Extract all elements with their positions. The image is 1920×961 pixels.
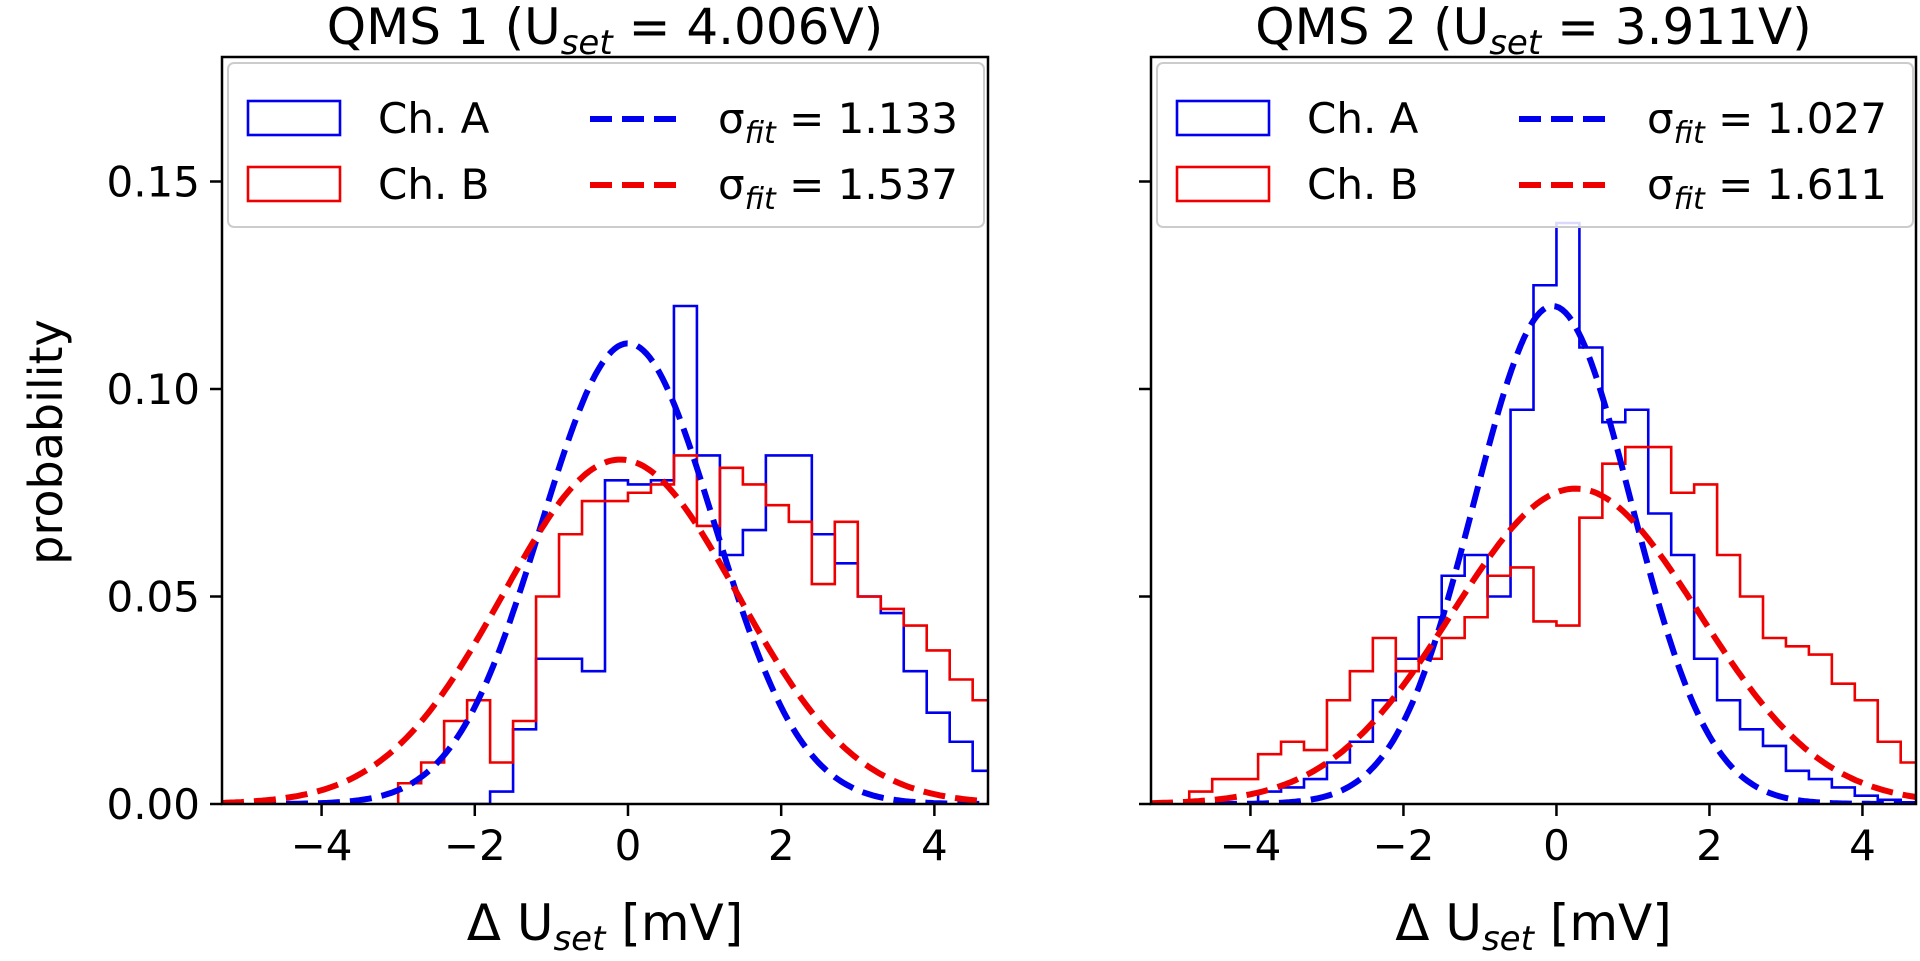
legend-fit-label-ch-a: σfit = 1.027 [1647, 94, 1887, 151]
plot-area [1151, 221, 1916, 804]
histogram-ch-b [1187, 445, 1916, 804]
x-tick-label: −4 [291, 821, 353, 870]
chart-title: QMS 1 (Uset = 4.006V) [327, 0, 883, 63]
fit-curve-ch-b [1151, 485, 1916, 804]
chart-panel-2: −4 −2 0 2 4 QMS 2 (Uset = 3.911V) Δ Uset [mV] C… [1139, 0, 1918, 959]
legend-label-ch-a: Ch. A [378, 94, 490, 143]
x-tick-label: 4 [921, 821, 948, 870]
fit-curve-ch-b [222, 456, 988, 804]
y-tick-label: 0.00 [106, 780, 200, 829]
axes-frame [220, 55, 990, 806]
legend-swatch-ch-a [246, 99, 342, 137]
legend-box [227, 62, 985, 228]
chart-panel-1: −4 −2 0 2 4 0.00 0.05 0.10 0.15 QMS 1 (Uset = 4.0… [106, 0, 990, 959]
legend-swatch-ch-b [1175, 165, 1271, 203]
x-tick-label: 4 [1849, 821, 1876, 870]
legend-box [1156, 62, 1914, 228]
y-tick-label: 0.05 [106, 573, 200, 622]
legend-label-ch-b: Ch. B [1307, 160, 1418, 209]
x-axis-label: Δ Uset [mV] [467, 894, 744, 959]
y-tick-label: 0.10 [106, 365, 200, 414]
x-tick-label: 0 [615, 821, 642, 870]
legend-swatch-ch-b [246, 165, 342, 203]
legend-label-ch-a: Ch. A [1307, 94, 1419, 143]
y-tick-label: 0.15 [106, 158, 200, 207]
x-tick-label: 2 [768, 821, 795, 870]
chart-title: QMS 2 (Uset = 3.911V) [1255, 0, 1811, 63]
histogram-ch-a [1256, 221, 1902, 804]
x-tick-label: −2 [1372, 821, 1434, 870]
legend-swatch-ch-a [1175, 99, 1271, 137]
histogram-ch-b [396, 454, 988, 804]
shared-ylabel: probability [19, 319, 73, 564]
legend-fit-label-ch-a: σfit = 1.133 [718, 94, 958, 151]
histogram-ch-a [398, 304, 988, 804]
legend-fit-label-ch-b: σfit = 1.611 [1647, 160, 1887, 217]
x-axis-label: Δ Uset [mV] [1395, 894, 1672, 959]
x-tick-label: −2 [444, 821, 506, 870]
fit-curve-ch-a [1151, 302, 1916, 804]
legend-label-ch-b: Ch. B [378, 160, 489, 209]
plot-area [222, 304, 988, 804]
legend-fit-label-ch-b: σfit = 1.537 [718, 160, 958, 217]
x-tick-label: 2 [1696, 821, 1723, 870]
axes-frame [1149, 55, 1918, 806]
x-tick-label: −4 [1219, 821, 1281, 870]
x-tick-label: 0 [1543, 821, 1570, 870]
